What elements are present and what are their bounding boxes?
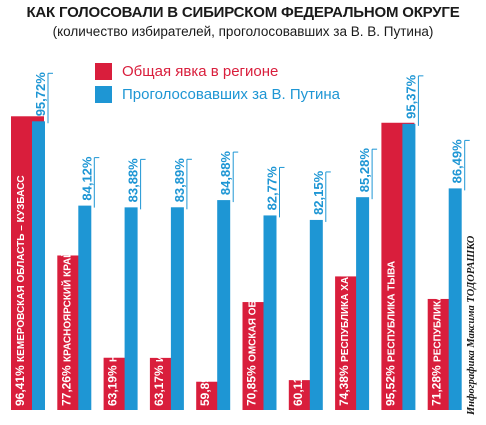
category-label: 95,52% РЕСПУБЛИКА ТЫВА [383,261,397,406]
value-label-putin: 82,15% [311,170,326,215]
value-label-turnout: 59,89% [198,362,212,406]
category-label: 63,19% НОВОСИБИРСКАЯ ОБЛ. [106,242,120,406]
category-label: 96,41% КЕМЕРОВСКАЯ ОБЛАСТЬ – КУЗБАСС [13,175,27,406]
region-name: ТОМСКАЯ ОБЛАСТЬ [294,261,305,362]
value-label-putin: 84,88% [218,151,233,196]
bar-putin [32,121,45,411]
value-label-turnout: 70,85% [245,362,259,406]
bar-putin [170,207,184,410]
category-label: 60,11% ТОМСКАЯ ОБЛАСТЬ [291,261,305,406]
category-label: 70,85% ОМСКАЯ ОБЛАСТЬ [245,266,259,406]
value-label-turnout: 77,26% [59,362,73,406]
region-name: ИРКУТСКАЯ ОБЛАСТЬ [155,250,166,362]
bar-putin [78,205,92,410]
region-name: РЕСПУБЛИКА ХАКАСИЯ [340,242,351,362]
value-label-putin: 85,28% [357,148,372,193]
bar-putin [124,207,138,410]
legend-label-putin: Проголосовавших за В. Путина [122,85,340,103]
value-label-turnout: 95,52% [383,362,397,406]
value-label-putin: 84,12% [79,156,94,201]
category-label: 59,89% АЛТАЙСКИЙ КРАЙ [198,271,212,406]
value-label-turnout: 74,38% [337,362,351,406]
legend-item-putin: Проголосовавших за В. Путина [95,84,340,104]
category-label: 71,28% РЕСПУБЛИКА АЛТАЙ [430,256,444,406]
bar-putin [448,188,462,410]
legend-item-turnout: Общая явка в регионе [95,61,278,81]
region-name: КЕМЕРОВСКАЯ ОБЛАСТЬ – КУЗБАСС [16,175,27,362]
chart-subtitle: (количество избирателей, проголосовавших… [52,24,434,39]
infographic-credit: Инфографика Максима ТОДОРАШКО [466,235,477,415]
value-label-turnout: 63,17% [152,362,166,406]
category-label: 77,26% КРАСНОЯРСКИЙ КРАЙ [59,251,73,406]
value-label-putin: 83,88% [126,158,141,203]
value-label-putin: 83,89% [172,158,187,203]
region-name: НОВОСИБИРСКАЯ ОБЛ. [109,242,120,362]
region-name: РЕСПУБЛИКА АЛТАЙ [431,256,444,361]
bar-putin [356,197,370,410]
category-label: 63,17% ИРКУТСКАЯ ОБЛАСТЬ [152,250,166,406]
value-label-turnout: 60,11% [291,363,305,406]
bar-putin [263,215,277,410]
value-label-putin: 95,37% [403,74,418,119]
region-name: КРАСНОЯРСКИЙ КРАЙ [60,251,73,362]
value-label-turnout: 63,19% [106,362,120,406]
region-name: РЕСПУБЛИКА ТЫВА [386,261,397,362]
region-name: ОМСКАЯ ОБЛАСТЬ [248,266,259,362]
value-label-turnout: 71,28% [430,362,444,406]
chart-title: КАК ГОЛОСОВАЛИ В СИБИРСКОМ ФЕДЕРАЛЬНОМ О… [26,4,460,21]
bar-putin [217,200,231,410]
value-label-turnout: 96,41% [13,362,27,406]
bar-putin [309,219,323,410]
value-label-putin: 86,49% [450,139,465,184]
value-label-putin: 95,72% [33,72,48,117]
bar-putin [402,123,416,410]
legend-label-turnout: Общая явка в регионе [122,62,279,80]
legend-swatch-putin [95,85,112,103]
value-label-putin: 82,77% [265,166,280,211]
region-name: АЛТАЙСКИЙ КРАЙ [199,271,212,362]
legend-swatch-turnout [95,62,112,80]
category-label: 74,38% РЕСПУБЛИКА ХАКАСИЯ [337,242,351,406]
